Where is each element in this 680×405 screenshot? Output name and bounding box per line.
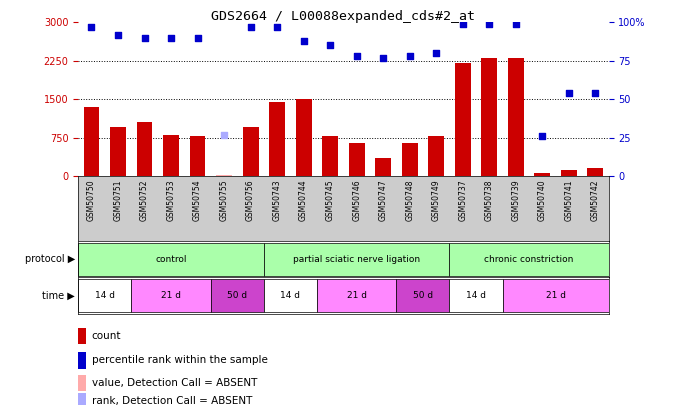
Text: percentile rank within the sample: percentile rank within the sample — [92, 356, 268, 365]
Text: partial sciatic nerve ligation: partial sciatic nerve ligation — [293, 255, 420, 264]
Point — [192, 34, 203, 41]
Point — [563, 90, 574, 96]
Bar — [402, 143, 418, 176]
Point — [272, 23, 283, 30]
Text: GSM50737: GSM50737 — [458, 179, 467, 221]
Bar — [534, 173, 550, 176]
Text: time ▶: time ▶ — [42, 291, 75, 301]
Point — [218, 131, 229, 138]
Bar — [561, 170, 577, 176]
Point — [590, 90, 600, 96]
Point — [245, 23, 256, 30]
Bar — [396, 279, 449, 312]
Text: GDS2664 / L00088expanded_cds#2_at: GDS2664 / L00088expanded_cds#2_at — [211, 10, 475, 23]
Text: GSM50755: GSM50755 — [220, 179, 228, 221]
Bar — [243, 128, 258, 176]
Point — [484, 21, 495, 27]
Text: GSM50741: GSM50741 — [564, 179, 573, 221]
Text: GSM50748: GSM50748 — [405, 179, 414, 221]
Bar — [216, 175, 232, 176]
Text: 14 d: 14 d — [280, 291, 301, 300]
Text: protocol ▶: protocol ▶ — [24, 254, 75, 264]
Bar — [78, 279, 131, 312]
Text: 50 d: 50 d — [227, 291, 248, 300]
Text: GSM50740: GSM50740 — [538, 179, 547, 221]
Text: GSM50752: GSM50752 — [140, 179, 149, 221]
Bar — [375, 158, 391, 176]
Bar — [588, 168, 603, 176]
Point — [113, 31, 124, 38]
Text: GSM50742: GSM50742 — [591, 179, 600, 221]
Bar — [269, 102, 285, 176]
Text: GSM50753: GSM50753 — [167, 179, 175, 221]
Bar — [131, 279, 211, 312]
Text: 21 d: 21 d — [161, 291, 181, 300]
Bar — [455, 63, 471, 176]
Bar — [481, 58, 497, 176]
Bar — [264, 243, 449, 275]
Text: rank, Detection Call = ABSENT: rank, Detection Call = ABSENT — [92, 396, 252, 405]
Bar — [163, 135, 179, 176]
Point — [377, 54, 388, 61]
Text: GSM50744: GSM50744 — [299, 179, 308, 221]
Text: GSM50743: GSM50743 — [273, 179, 282, 221]
Text: count: count — [92, 331, 121, 341]
Point — [351, 53, 362, 60]
Point — [325, 42, 336, 49]
Text: 50 d: 50 d — [413, 291, 433, 300]
Text: 14 d: 14 d — [95, 291, 115, 300]
Text: GSM50747: GSM50747 — [379, 179, 388, 221]
Point — [165, 34, 176, 41]
Point — [457, 21, 468, 27]
Text: GSM50745: GSM50745 — [326, 179, 335, 221]
Bar — [503, 279, 609, 312]
Text: 21 d: 21 d — [347, 291, 367, 300]
Bar — [296, 99, 311, 176]
Bar — [190, 136, 205, 176]
Point — [510, 21, 521, 27]
Text: GSM50738: GSM50738 — [485, 179, 494, 221]
Bar — [449, 279, 503, 312]
Bar — [449, 243, 609, 275]
Bar — [78, 243, 264, 275]
Text: chronic constriction: chronic constriction — [484, 255, 574, 264]
Bar — [137, 122, 152, 176]
Text: 21 d: 21 d — [545, 291, 566, 300]
Text: GSM50756: GSM50756 — [246, 179, 255, 221]
Text: GSM50739: GSM50739 — [511, 179, 520, 221]
Point — [537, 133, 547, 139]
Text: GSM50750: GSM50750 — [87, 179, 96, 221]
Point — [139, 34, 150, 41]
Text: GSM50754: GSM50754 — [193, 179, 202, 221]
Text: GSM50749: GSM50749 — [432, 179, 441, 221]
Bar — [428, 136, 444, 176]
Bar — [322, 136, 338, 176]
Bar — [264, 279, 317, 312]
Text: value, Detection Call = ABSENT: value, Detection Call = ABSENT — [92, 378, 257, 388]
Text: GSM50746: GSM50746 — [352, 179, 361, 221]
Bar — [508, 58, 524, 176]
Bar — [110, 128, 126, 176]
Point — [430, 50, 441, 56]
Text: GSM50751: GSM50751 — [114, 179, 122, 221]
Bar — [84, 107, 99, 176]
Text: control: control — [155, 255, 187, 264]
Bar — [317, 279, 396, 312]
Bar — [211, 279, 264, 312]
Point — [86, 23, 97, 30]
Text: 14 d: 14 d — [466, 291, 486, 300]
Bar — [349, 143, 364, 176]
Point — [404, 53, 415, 60]
Point — [298, 38, 309, 44]
